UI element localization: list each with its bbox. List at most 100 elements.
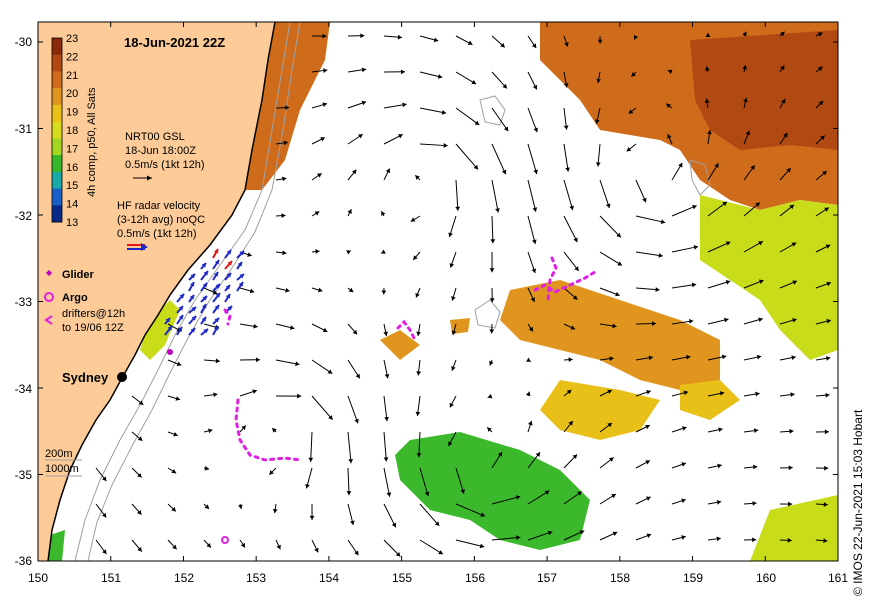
colorbar-tick-label: 19 (66, 107, 78, 119)
argo-marker (221, 536, 229, 544)
legend-gsl-line-3: 0.5m/s (1kt 12h) (125, 159, 204, 171)
legend-argo: Argo (44, 292, 88, 304)
current-arrow (563, 107, 569, 130)
current-arrow (527, 530, 553, 541)
current-arrow (347, 431, 354, 464)
current-arrow (527, 490, 550, 505)
colorbar-tick-label: 14 (66, 199, 78, 211)
current-arrow (347, 323, 358, 335)
current-arrow (383, 323, 389, 336)
sst-patch-southeast-lime (750, 495, 838, 561)
current-arrow (305, 467, 313, 489)
current-arrow (490, 215, 496, 244)
current-arrow (188, 306, 197, 314)
current-arrow (448, 215, 457, 238)
legend-drifters-line-2: to 19/06 12Z (62, 322, 124, 334)
y-tick-label: -35 (15, 468, 33, 482)
current-arrow (743, 354, 762, 361)
current-arrow (455, 179, 461, 211)
current-arrow (415, 395, 421, 417)
colorbar-swatch (52, 205, 62, 223)
legend-glider-label: Glider (62, 269, 95, 281)
gsl-current-arrows (95, 31, 832, 557)
current-arrow (743, 279, 764, 289)
current-arrow (224, 293, 231, 303)
current-arrow (491, 535, 521, 541)
current-arrow (131, 503, 142, 515)
isobath-1000m (87, 22, 301, 561)
current-arrow (599, 287, 620, 297)
current-arrow (309, 503, 315, 520)
current-arrow (599, 356, 614, 362)
current-arrow (707, 163, 719, 181)
current-arrow (275, 539, 281, 550)
current-arrow (275, 140, 288, 146)
colorbar-label: 4h comp, p50, All Sats (86, 87, 98, 197)
current-arrow (275, 287, 290, 293)
current-arrow (779, 537, 792, 543)
current-arrow (131, 431, 143, 442)
colorbar-swatch (52, 104, 62, 123)
current-arrow (311, 249, 320, 254)
current-arrow (451, 287, 457, 301)
current-arrow (200, 303, 207, 314)
current-arrow (383, 133, 404, 145)
current-arrow (779, 465, 793, 471)
legend-gsl-arrow (133, 175, 152, 181)
current-arrow (599, 251, 623, 266)
current-arrow (635, 389, 651, 397)
current-arrow (527, 215, 537, 245)
legend-drifters: drifters@12h to 19/06 12Z (44, 308, 125, 334)
current-arrow (275, 393, 302, 399)
current-arrow (212, 304, 220, 314)
current-arrow (455, 107, 480, 126)
current-arrow (635, 424, 651, 433)
current-arrow (167, 395, 181, 401)
current-arrow (563, 251, 580, 272)
sst-patch-mid-1 (380, 330, 420, 360)
colorbar-swatch (52, 188, 62, 206)
current-arrow (742, 64, 748, 73)
sst-patch-east-lime (700, 195, 838, 360)
colorbar-tick-label: 23 (66, 33, 78, 45)
current-arrow (347, 359, 361, 379)
current-arrow (380, 210, 386, 217)
current-arrow (705, 66, 710, 73)
current-arrow (224, 249, 232, 259)
current-arrow (527, 251, 537, 274)
current-arrow (671, 319, 694, 325)
current-arrow (707, 201, 728, 217)
current-arrow (383, 69, 406, 75)
current-arrow (311, 137, 326, 145)
current-arrow (212, 283, 221, 292)
coastline (47, 22, 276, 561)
y-tick-label: -33 (15, 295, 33, 309)
y-tick-label: -30 (15, 35, 33, 49)
colorbar-tick-label: 18 (66, 125, 78, 137)
glider-marker (167, 349, 173, 355)
current-arrow (347, 395, 359, 424)
colorbar-tick-label: 22 (66, 51, 78, 63)
current-arrow (527, 323, 534, 332)
current-arrow (671, 535, 686, 541)
current-arrow (311, 102, 328, 109)
colorbar-swatch (52, 138, 62, 156)
current-arrow (563, 491, 583, 505)
current-arrow (200, 270, 209, 281)
current-arrow (635, 460, 651, 469)
current-arrow (491, 451, 503, 469)
legend-glider: Glider (46, 269, 95, 281)
current-arrow (595, 143, 601, 167)
current-arrow (779, 428, 794, 434)
current-arrow (527, 71, 538, 90)
current-arrow (635, 496, 651, 505)
current-arrow (635, 321, 657, 327)
current-arrow (311, 323, 328, 333)
colorbar-swatch (52, 71, 62, 89)
sst-patch-mid-3 (680, 380, 740, 420)
current-arrow (188, 281, 195, 292)
current-arrow (419, 107, 447, 115)
legend-radar-arrow (127, 243, 148, 251)
sst-patch-southwest-green (48, 530, 65, 561)
sydney-marker (117, 372, 127, 382)
